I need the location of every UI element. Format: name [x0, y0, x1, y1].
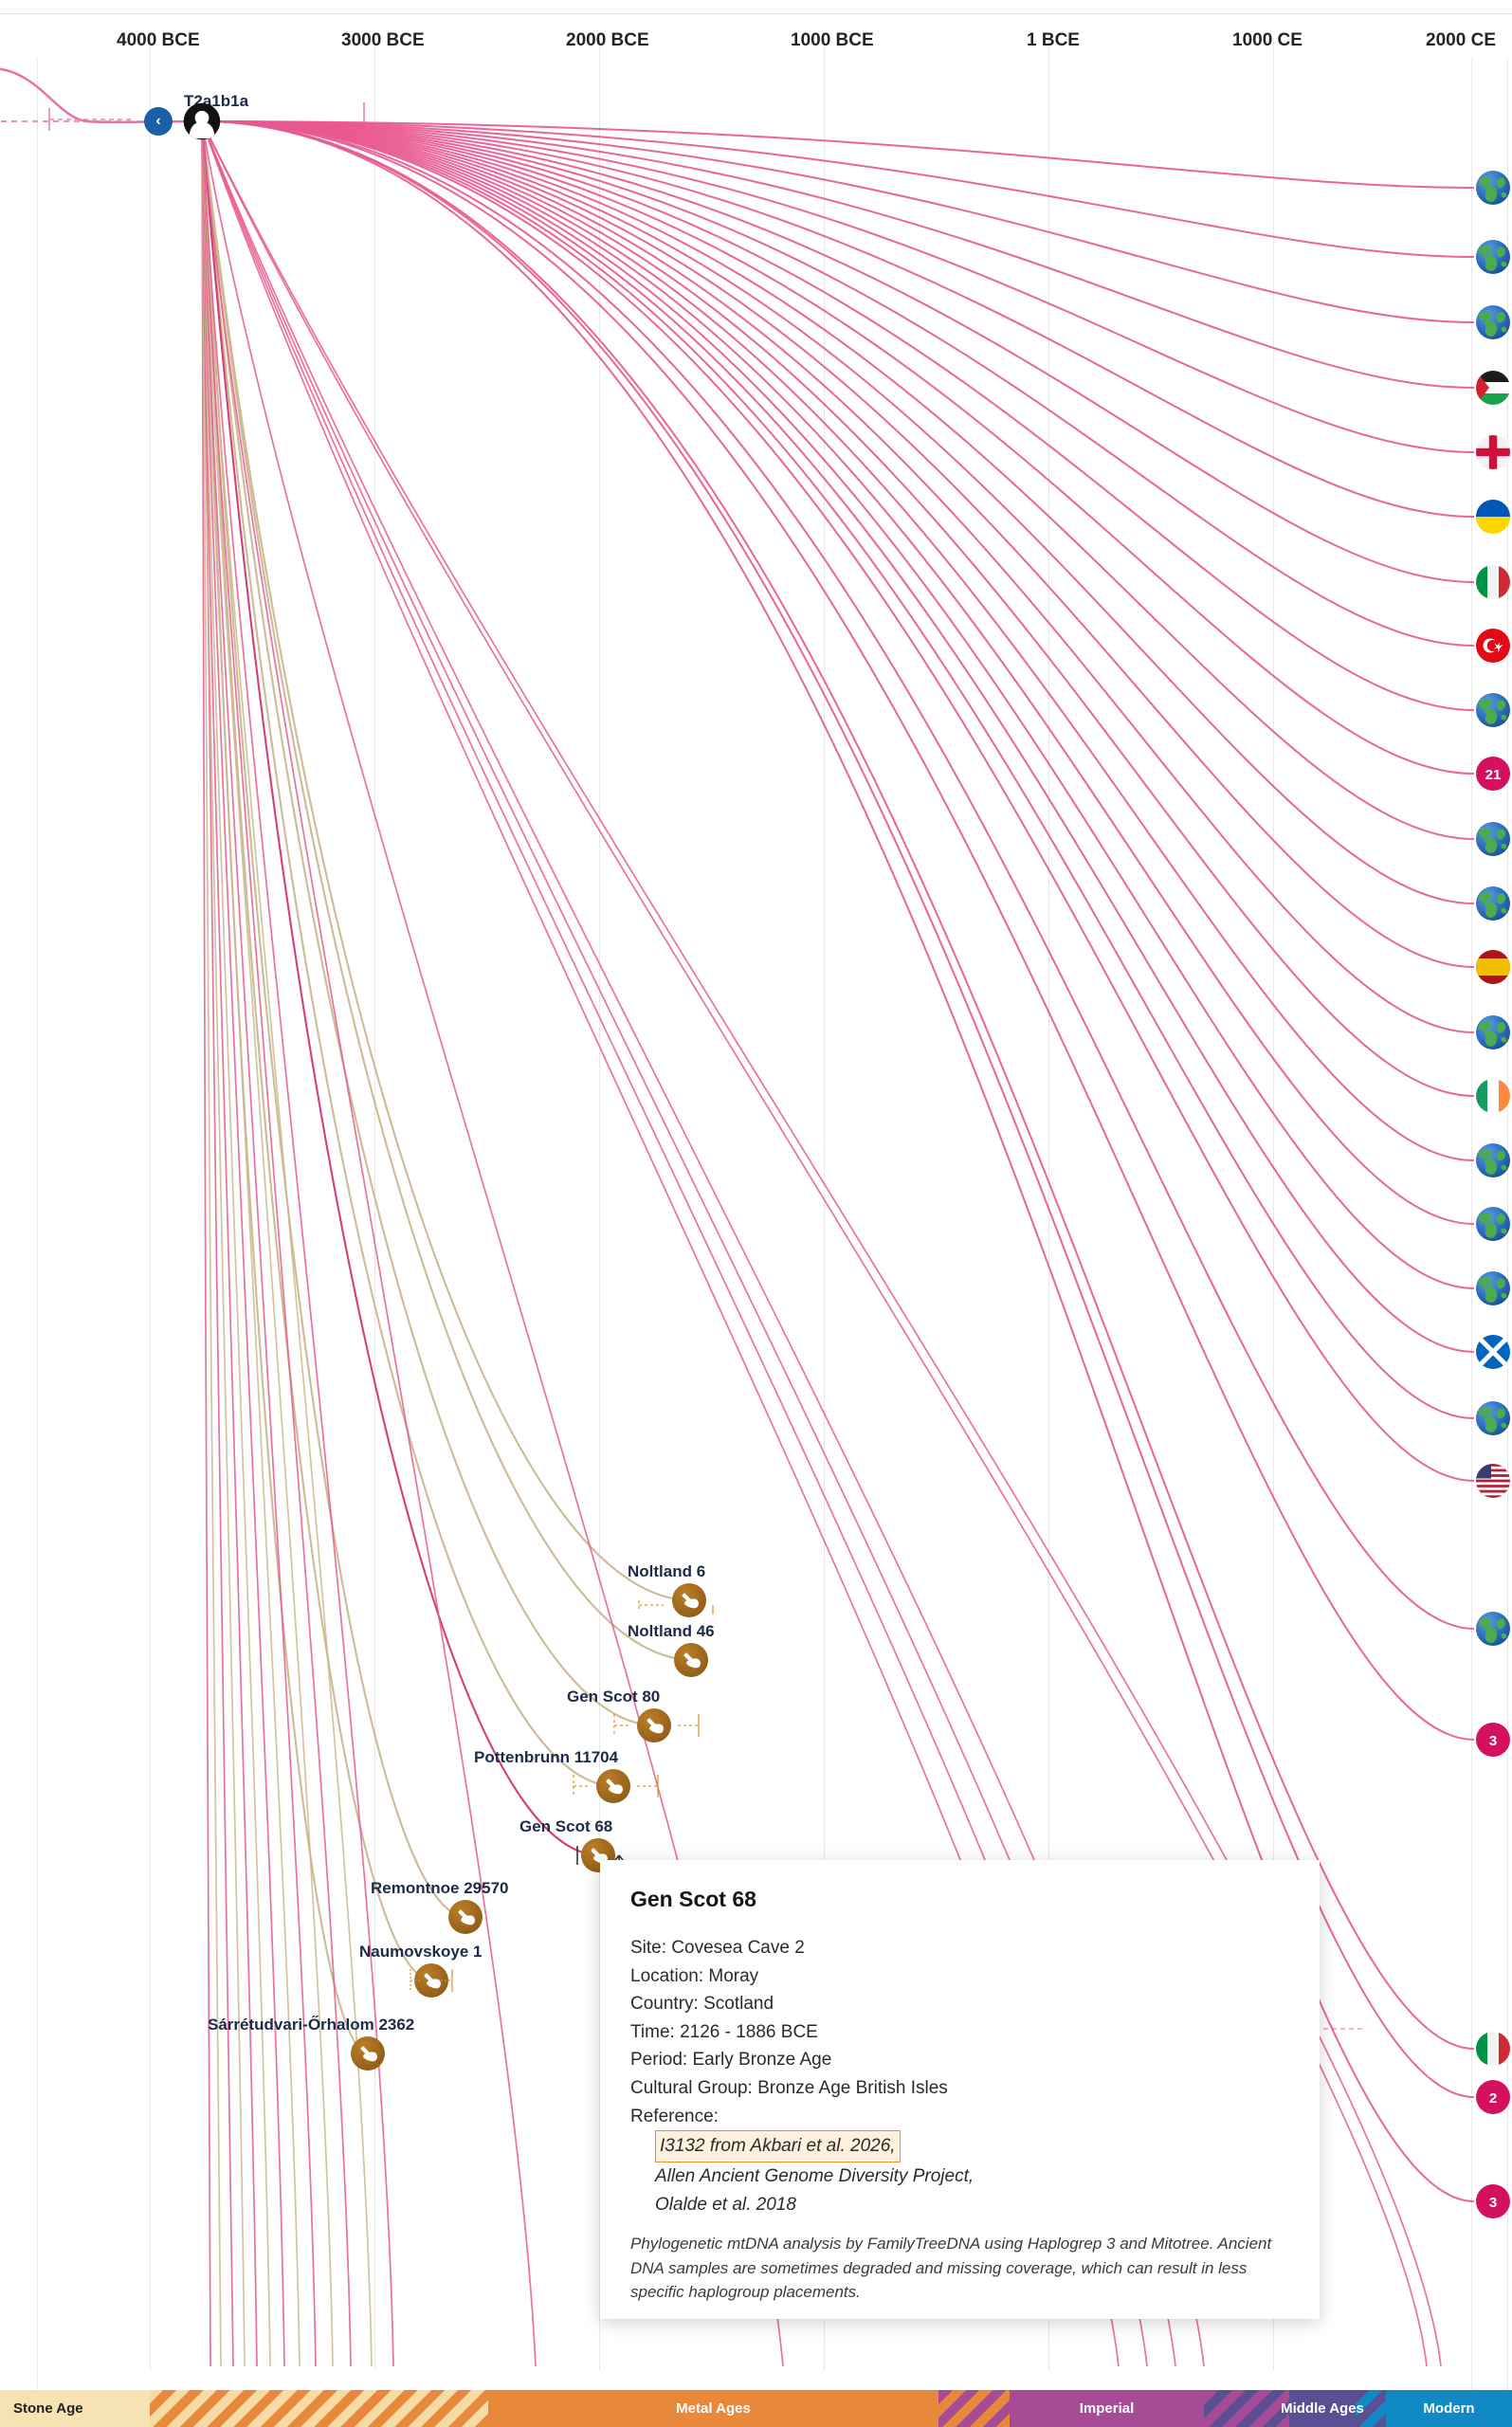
svg-text:3: 3: [1489, 2195, 1497, 2211]
svg-text:2: 2: [1489, 2090, 1497, 2107]
svg-text:3: 3: [1489, 1733, 1497, 1749]
svg-text:21: 21: [1485, 767, 1502, 783]
